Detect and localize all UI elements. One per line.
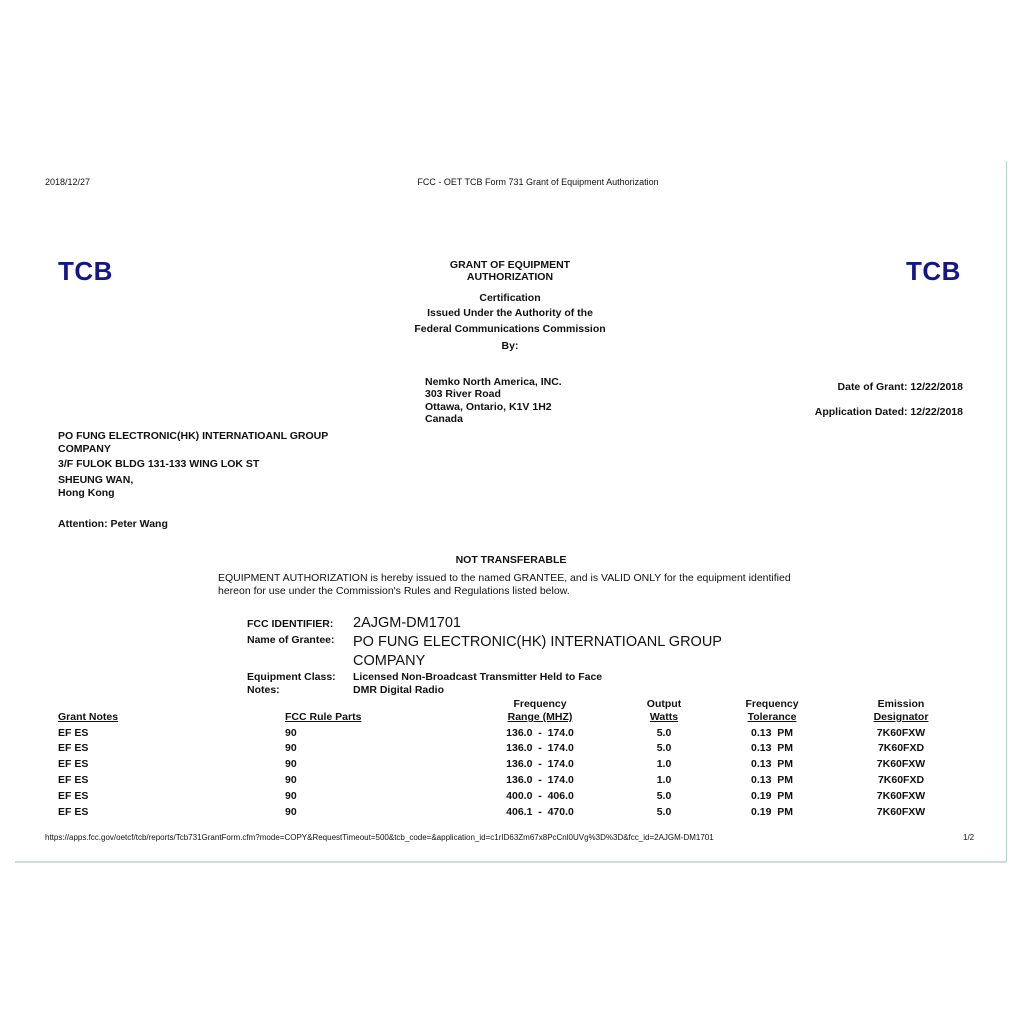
grantee-label: Name of Grantee: bbox=[247, 634, 335, 646]
header-emission-designator: Designator bbox=[873, 711, 929, 723]
issuer-city: Ottawa, Ontario, K1V 1H2 bbox=[425, 401, 552, 413]
table-cell-frequency-range: 136.0 - 174.0 bbox=[506, 758, 574, 770]
notice-line-1: EQUIPMENT AUTHORIZATION is hereby issued… bbox=[218, 572, 791, 584]
grantee-address-2: COMPANY bbox=[58, 443, 111, 455]
issuer-street: 303 River Road bbox=[425, 388, 501, 400]
table-cell-frequency-range: 136.0 - 174.0 bbox=[506, 742, 574, 754]
authority-line: Issued Under the Authority of the bbox=[427, 307, 593, 319]
table-cell-emission-designator: 7K60FXD bbox=[877, 742, 925, 754]
table-cell-frequency-tolerance: 0.13 PM bbox=[750, 727, 794, 739]
header-frequency-range-top: Frequency bbox=[513, 698, 567, 710]
table-cell-rule-parts: 90 bbox=[285, 806, 297, 818]
page-edge-bottom bbox=[15, 861, 1007, 863]
header-emission-designator-top: Emission bbox=[877, 698, 925, 710]
by-label: By: bbox=[501, 340, 519, 352]
table-cell-output-watts: 5.0 bbox=[656, 806, 672, 818]
equipment-class-value: Licensed Non-Broadcast Transmitter Held … bbox=[353, 671, 603, 683]
table-cell-rule-parts: 90 bbox=[285, 742, 297, 754]
table-cell-frequency-tolerance: 0.19 PM bbox=[750, 806, 794, 818]
grantee-address-5: Hong Kong bbox=[58, 487, 115, 499]
table-cell-frequency-range: 406.1 - 470.0 bbox=[506, 806, 574, 818]
table-cell-rule-parts: 90 bbox=[285, 758, 297, 770]
notes-value: DMR Digital Radio bbox=[353, 684, 444, 696]
table-cell-rule-parts: 90 bbox=[285, 727, 297, 739]
equipment-class-label: Equipment Class: bbox=[247, 671, 336, 683]
grantee-value-2: COMPANY bbox=[353, 653, 426, 669]
grant-heading-2: AUTHORIZATION bbox=[466, 271, 554, 283]
notes-label: Notes: bbox=[247, 684, 280, 696]
table-cell-frequency-tolerance: 0.13 PM bbox=[750, 742, 794, 754]
header-frequency-tolerance: Tolerance bbox=[747, 711, 797, 723]
page-number: 1/2 bbox=[963, 833, 975, 842]
table-cell-frequency-tolerance: 0.13 PM bbox=[750, 758, 794, 770]
footer-url: https://apps.fcc.gov/oetcf/tcb/reports/T… bbox=[45, 833, 714, 842]
grantee-address-1: PO FUNG ELECTRONIC(HK) INTERNATIOANL GRO… bbox=[58, 430, 329, 442]
header-frequency-tolerance-top: Frequency bbox=[745, 698, 799, 710]
table-cell-grant-notes: EF ES bbox=[58, 806, 89, 818]
table-cell-rule-parts: 90 bbox=[285, 790, 297, 802]
table-cell-emission-designator: 7K60FXW bbox=[876, 790, 926, 802]
table-cell-frequency-tolerance: 0.19 PM bbox=[750, 790, 794, 802]
table-cell-output-watts: 5.0 bbox=[656, 742, 672, 754]
table-cell-output-watts: 1.0 bbox=[656, 758, 672, 770]
table-cell-emission-designator: 7K60FXD bbox=[877, 774, 925, 786]
fcc-line: Federal Communications Commission bbox=[414, 323, 606, 335]
tcb-logo-left: TCB bbox=[58, 256, 113, 286]
issuer-country: Canada bbox=[425, 413, 463, 425]
fcc-id-value: 2AJGM-DM1701 bbox=[353, 615, 461, 631]
table-cell-output-watts: 1.0 bbox=[656, 774, 672, 786]
header-frequency-range: Range (MHZ) bbox=[507, 711, 573, 723]
tcb-logo-right: TCB bbox=[906, 256, 961, 286]
not-transferable: NOT TRANSFERABLE bbox=[455, 554, 567, 566]
grantee-address-4: SHEUNG WAN, bbox=[58, 474, 134, 486]
table-cell-output-watts: 5.0 bbox=[656, 790, 672, 802]
grant-heading-1: GRANT OF EQUIPMENT bbox=[449, 259, 571, 271]
application-dated: Application Dated: 12/22/2018 bbox=[814, 406, 963, 418]
fcc-id-label: FCC IDENTIFIER: bbox=[247, 618, 334, 630]
table-cell-frequency-range: 136.0 - 174.0 bbox=[506, 774, 574, 786]
table-cell-frequency-tolerance: 0.13 PM bbox=[750, 774, 794, 786]
table-cell-grant-notes: EF ES bbox=[58, 790, 89, 802]
table-cell-rule-parts: 90 bbox=[285, 774, 297, 786]
table-cell-grant-notes: EF ES bbox=[58, 742, 89, 754]
grantee-value-1: PO FUNG ELECTRONIC(HK) INTERNATIOANL GRO… bbox=[353, 634, 722, 650]
page-edge-right bbox=[1006, 161, 1007, 862]
table-cell-emission-designator: 7K60FXW bbox=[876, 758, 926, 770]
certification-label: Certification bbox=[479, 292, 541, 304]
table-cell-output-watts: 5.0 bbox=[656, 727, 672, 739]
header-grant-notes: Grant Notes bbox=[58, 711, 119, 723]
table-cell-grant-notes: EF ES bbox=[58, 758, 89, 770]
table-cell-grant-notes: EF ES bbox=[58, 774, 89, 786]
date-of-grant: Date of Grant: 12/22/2018 bbox=[837, 381, 963, 393]
print-title: FCC - OET TCB Form 731 Grant of Equipmen… bbox=[417, 177, 659, 187]
header-rule-parts: FCC Rule Parts bbox=[285, 711, 362, 723]
header-output-watts: Watts bbox=[649, 711, 679, 723]
table-cell-grant-notes: EF ES bbox=[58, 727, 89, 739]
table-cell-emission-designator: 7K60FXW bbox=[876, 727, 926, 739]
table-cell-emission-designator: 7K60FXW bbox=[876, 806, 926, 818]
print-date: 2018/12/27 bbox=[45, 177, 91, 187]
header-output-watts-top: Output bbox=[646, 698, 682, 710]
table-cell-frequency-range: 400.0 - 406.0 bbox=[506, 790, 574, 802]
notice-line-2: hereon for use under the Commission's Ru… bbox=[218, 585, 570, 597]
issuer-name: Nemko North America, INC. bbox=[425, 376, 562, 388]
grantee-address-3: 3/F FULOK BLDG 131-133 WING LOK ST bbox=[58, 458, 260, 470]
attention-line: Attention: Peter Wang bbox=[58, 518, 168, 530]
table-cell-frequency-range: 136.0 - 174.0 bbox=[506, 727, 574, 739]
